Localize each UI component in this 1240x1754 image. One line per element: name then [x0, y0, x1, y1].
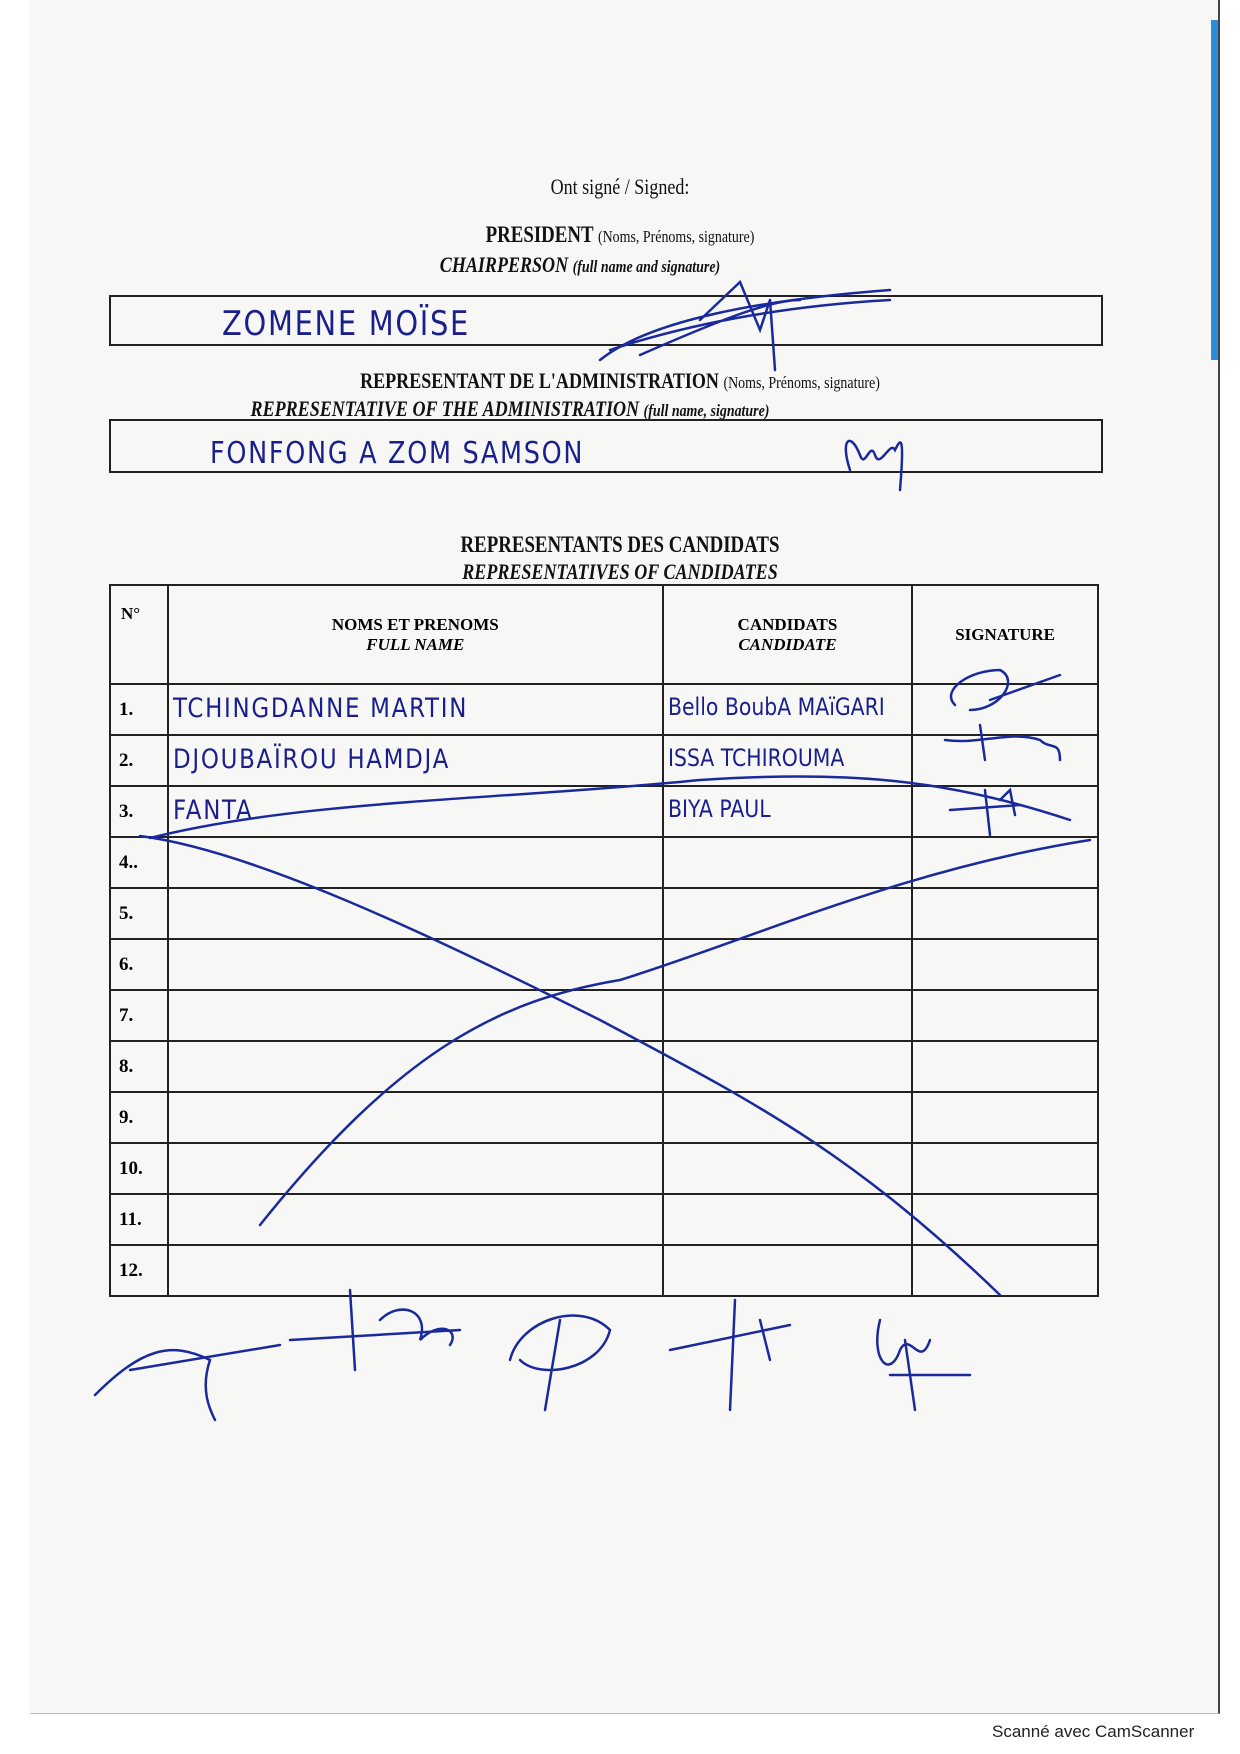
row-signature — [911, 836, 1099, 889]
row-number: 4.. — [109, 836, 169, 889]
row-candidate: Bello BoubA MAïGARI — [661, 683, 914, 736]
table-row: 10. — [109, 1142, 1099, 1195]
col-name-en: FULL NAME — [366, 634, 465, 654]
col-candidate-fr: CANDIDATS — [737, 614, 838, 634]
row-number: 1. — [109, 683, 169, 736]
administration-title-note: (Noms, Prénoms, signature) — [723, 373, 880, 392]
table-row: 12. — [109, 1244, 1099, 1297]
table-row: 11. — [109, 1193, 1099, 1246]
table-row: 7. — [109, 989, 1099, 1042]
row-full-name — [166, 1142, 664, 1195]
administration-title: REPRESENTANT DE L'ADMINISTRATION (Noms, … — [112, 368, 1129, 394]
col-name-fr: NOMS ET PRENOMS — [331, 614, 499, 634]
table-row: 9. — [109, 1091, 1099, 1144]
row-number: 8. — [109, 1040, 169, 1093]
president-title-note: (Noms, Prénoms, signature) — [597, 227, 755, 246]
row-full-name-text: DJOUBAÏROU HAMDJA — [172, 744, 450, 775]
signed-heading: Ont signé / Signed: — [550, 174, 690, 199]
administration-title-fr: REPRESENTANT DE L'ADMINISTRATION — [360, 368, 719, 393]
table-row: 6. — [109, 938, 1099, 991]
row-candidate — [661, 938, 914, 991]
row-signature — [911, 989, 1099, 1042]
chairperson-title-en: CHAIRPERSON — [439, 252, 569, 277]
row-candidate — [661, 989, 914, 1042]
col-candidate-en: CANDIDATE — [738, 634, 837, 654]
table-row: 5. — [109, 887, 1099, 940]
row-candidate — [661, 1040, 914, 1093]
row-candidate — [661, 887, 914, 940]
row-number: 6. — [109, 938, 169, 991]
row-full-name: DJOUBAÏROU HAMDJA — [166, 734, 664, 787]
administration-title-en-note: (full name, signature) — [643, 401, 770, 420]
row-signature — [911, 1142, 1099, 1195]
chairperson-title: CHAIRPERSON (full name and signature) — [72, 252, 1089, 278]
row-full-name-text: TCHINGDANNE MARTIN — [172, 693, 469, 724]
row-candidate-text: BIYA PAUL — [667, 795, 771, 823]
row-full-name — [166, 887, 664, 940]
table-row: 3. FANTA BIYA PAUL — [109, 785, 1099, 838]
row-candidate-text: ISSA TCHIROUMA — [667, 744, 845, 772]
row-signature — [911, 1040, 1099, 1093]
row-full-name — [166, 1091, 664, 1144]
president-name: ZOMENE MOÏSE — [222, 304, 471, 344]
candidates-title-fr: REPRESENTANTS DES CANDIDATS — [460, 532, 780, 557]
row-number: 10. — [109, 1142, 169, 1195]
candidates-title-en-text: REPRESENTATIVES OF CANDIDATES — [462, 559, 778, 584]
row-signature — [911, 1091, 1099, 1144]
row-full-name — [166, 1193, 664, 1246]
candidates-title-en: REPRESENTATIVES OF CANDIDATES — [112, 559, 1129, 585]
col-no: N° — [109, 584, 169, 685]
administration-title-en-line: REPRESENTATIVE OF THE ADMINISTRATION (fu… — [2, 396, 1019, 422]
row-full-name — [166, 836, 664, 889]
row-signature — [911, 785, 1099, 838]
table-row: 4.. — [109, 836, 1099, 889]
row-number: 2. — [109, 734, 169, 787]
row-candidate — [661, 1091, 914, 1144]
row-candidate — [661, 1193, 914, 1246]
row-candidate: BIYA PAUL — [661, 785, 914, 838]
row-number: 3. — [109, 785, 169, 838]
scan-edge-stripe — [1211, 20, 1218, 360]
president-title: PRESIDENT (Noms, Prénoms, signature) — [112, 222, 1129, 248]
row-number: 12. — [109, 1244, 169, 1297]
chairperson-title-note: (full name and signature) — [572, 257, 721, 276]
row-candidate-text: Bello BoubA MAïGARI — [667, 693, 885, 721]
candidates-table: N° NOMS ET PRENOMS FULL NAME CANDIDATS CAN… — [109, 584, 1099, 1297]
table-row: 1. TCHINGDANNE MARTIN Bello BoubA MAïGARI — [109, 683, 1099, 736]
row-full-name: FANTA — [166, 785, 664, 838]
col-signature: SIGNATURE — [911, 584, 1099, 685]
administration-name: FONFONG A ZOM SAMSON — [210, 436, 585, 471]
col-full-name: NOMS ET PRENOMS FULL NAME — [166, 584, 664, 685]
row-full-name — [166, 1244, 664, 1297]
row-signature — [911, 734, 1099, 787]
table-header-row: N° NOMS ET PRENOMS FULL NAME CANDIDATS CAN… — [109, 584, 1099, 685]
row-number: 9. — [109, 1091, 169, 1144]
col-candidate: CANDIDATS CANDIDATE — [661, 584, 914, 685]
row-full-name — [166, 938, 664, 991]
president-title-fr: PRESIDENT — [485, 222, 594, 247]
row-candidate: ISSA TCHIROUMA — [661, 734, 914, 787]
row-signature — [911, 683, 1099, 736]
row-signature — [911, 938, 1099, 991]
administration-box — [109, 419, 1103, 473]
row-number: 7. — [109, 989, 169, 1042]
row-signature — [911, 1244, 1099, 1297]
administration-title-en: REPRESENTATIVE OF THE ADMINISTRATION — [250, 396, 640, 421]
row-full-name-text: FANTA — [172, 795, 254, 826]
row-candidate — [661, 1244, 914, 1297]
row-signature — [911, 887, 1099, 940]
row-number: 5. — [109, 887, 169, 940]
row-full-name — [166, 1040, 664, 1093]
table-row: 2. DJOUBAÏROU HAMDJA ISSA TCHIROUMA — [109, 734, 1099, 787]
row-signature — [911, 1193, 1099, 1246]
row-full-name — [166, 989, 664, 1042]
row-full-name: TCHINGDANNE MARTIN — [166, 683, 664, 736]
row-number: 11. — [109, 1193, 169, 1246]
scanner-watermark: Scanné avec CamScanner — [992, 1722, 1195, 1741]
row-candidate — [661, 836, 914, 889]
row-candidate — [661, 1142, 914, 1195]
table-row: 8. — [109, 1040, 1099, 1093]
